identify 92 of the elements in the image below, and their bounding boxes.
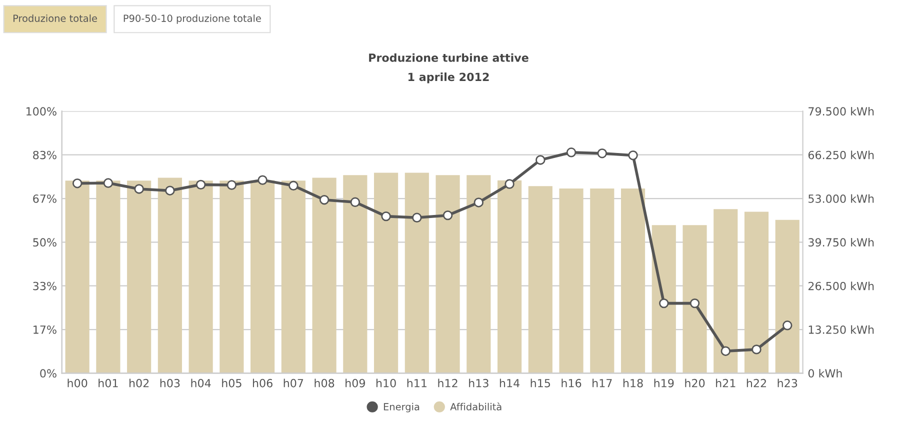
- x-tick-label: h21: [716, 378, 736, 388]
- chart-subtitle: 1 aprile 2012: [408, 72, 489, 84]
- point: [442, 210, 453, 220]
- bar: [220, 180, 244, 374]
- point: [566, 148, 576, 158]
- y2-tick-label: 39.750 kWh: [808, 238, 874, 247]
- bar: [590, 188, 614, 374]
- y2-tick-label: 26.500 kWh: [808, 282, 874, 290]
- chart-title: Produzione turbine attive: [369, 53, 528, 62]
- point: [258, 175, 268, 185]
- x-tick-label: h09: [346, 378, 365, 388]
- bar: [312, 178, 336, 374]
- point: [288, 180, 298, 191]
- y2-tick-label: 0 kWh: [808, 368, 842, 378]
- bar: [559, 188, 584, 374]
- bar: [250, 180, 275, 374]
- point: [597, 148, 608, 158]
- x-tick-label: h19: [654, 378, 674, 388]
- point: [628, 150, 638, 160]
- x-tick-label: h01: [98, 378, 118, 388]
- x-tick-label: h11: [407, 378, 426, 388]
- bar: [436, 175, 460, 374]
- bar: [497, 180, 522, 374]
- text: Produzione totale: [14, 14, 97, 22]
- y-tick-label: 100%: [26, 107, 56, 116]
- x-tick-label: h17: [592, 378, 612, 388]
- x-tick-label: h12: [438, 378, 458, 388]
- text: P90-50-10 produzione totale: [124, 14, 261, 24]
- bar: [343, 175, 368, 374]
- x-tick-label: h20: [685, 378, 705, 388]
- y-tick-label: 0%: [40, 369, 56, 378]
- bar: [158, 178, 182, 374]
- point: [319, 194, 330, 205]
- bar: [374, 172, 398, 374]
- bar: [404, 172, 429, 374]
- point: [134, 184, 144, 194]
- x-tick-label: h23: [778, 378, 798, 388]
- point: [381, 211, 391, 222]
- point: [690, 298, 700, 308]
- point: [536, 155, 546, 165]
- x-tick-label: h05: [222, 378, 242, 388]
- x-tick-label: h22: [746, 378, 766, 388]
- point: [196, 180, 206, 190]
- y-tick-label: 50%: [33, 238, 56, 247]
- bar: [682, 225, 707, 374]
- x-tick-label: h08: [314, 378, 334, 388]
- x-tick-label: h06: [252, 378, 272, 388]
- point: [782, 320, 792, 330]
- x-tick-label: h04: [191, 378, 211, 388]
- x-tick-label: h18: [623, 378, 643, 388]
- bar: [652, 225, 676, 374]
- point: [226, 180, 237, 190]
- point: [659, 298, 669, 308]
- bar: [775, 220, 800, 374]
- point: [504, 179, 514, 189]
- bar: [188, 180, 213, 374]
- y-tick-label: 67%: [33, 194, 56, 203]
- bar: [65, 180, 90, 374]
- bar: [528, 186, 552, 374]
- y-tick-label: 33%: [33, 282, 56, 290]
- y2-tick-label: 79.500 kWh: [808, 106, 874, 116]
- x-tick-label: h03: [160, 378, 180, 388]
- bar: [714, 209, 738, 374]
- y2-tick-label: 66.250 kWh: [808, 150, 874, 160]
- bar: [620, 188, 646, 374]
- bar: [744, 212, 769, 374]
- point: [72, 178, 82, 188]
- x-tick-label: h10: [376, 378, 396, 388]
- legend-label: Affidabilità: [450, 402, 502, 410]
- point: [752, 344, 762, 354]
- point: [165, 186, 175, 196]
- point: [103, 178, 114, 188]
- x-tick-label: h16: [562, 378, 582, 388]
- point: [720, 346, 730, 356]
- x-tick-label: h13: [469, 378, 488, 388]
- y-tick-label: 17%: [34, 325, 56, 334]
- x-tick-label: h14: [500, 378, 520, 388]
- bar: [281, 180, 306, 374]
- x-tick-label: h02: [129, 378, 149, 388]
- y2-tick-label: 13.250 kWh: [808, 325, 874, 334]
- point: [350, 197, 360, 208]
- point: [474, 198, 484, 208]
- bar: [96, 180, 120, 374]
- y2-tick-label: 53.000 kWh: [808, 194, 874, 203]
- x-tick-label: h07: [284, 378, 304, 388]
- legend-label: Energia: [384, 402, 420, 412]
- x-tick-label: h15: [530, 378, 550, 388]
- bar: [127, 180, 152, 374]
- x-tick-label: h00: [68, 378, 88, 388]
- y-tick-label: 83%: [33, 150, 56, 160]
- point: [412, 212, 422, 222]
- bar: [466, 175, 491, 374]
